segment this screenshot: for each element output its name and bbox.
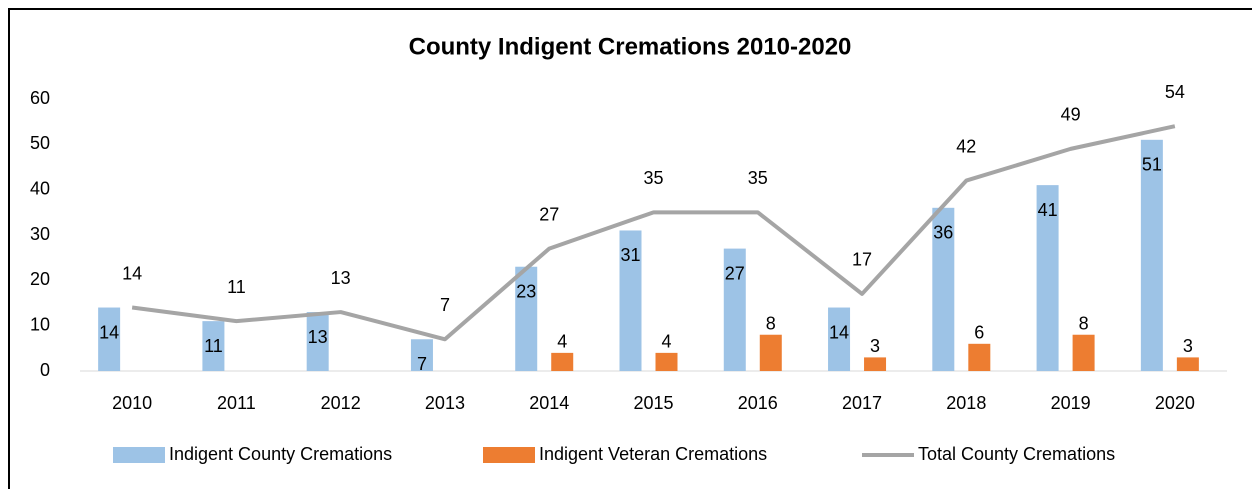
bar — [655, 352, 678, 371]
data-label: 8 — [1079, 313, 1089, 333]
data-label: 4 — [557, 332, 567, 352]
data-label: 3 — [1183, 336, 1193, 356]
data-label: 13 — [308, 327, 328, 347]
x-tick-label: 2018 — [946, 393, 986, 413]
data-label: 35 — [643, 168, 663, 188]
x-tick-label: 2019 — [1051, 393, 1091, 413]
chart-title: County Indigent Cremations 2010-2020 — [409, 33, 852, 60]
data-label: 11 — [227, 277, 246, 297]
bar — [306, 312, 329, 371]
x-tick-label: 2020 — [1155, 393, 1195, 413]
data-label: 31 — [620, 245, 640, 265]
bar — [828, 307, 851, 371]
y-tick-label: 30 — [30, 224, 50, 244]
bar — [1036, 185, 1059, 371]
data-label: 13 — [331, 268, 351, 288]
line — [131, 124, 1176, 342]
bar — [515, 266, 538, 371]
data-label: 36 — [933, 223, 953, 243]
bar — [932, 207, 955, 371]
bar — [864, 357, 887, 371]
bar — [723, 248, 746, 371]
bar — [759, 334, 782, 371]
data-label: 14 — [99, 322, 119, 342]
data-label: 4 — [661, 332, 671, 352]
data-label: 27 — [539, 204, 559, 224]
data-label: 49 — [1061, 105, 1081, 125]
x-tick-label: 2010 — [112, 393, 152, 413]
y-tick-label: 60 — [30, 88, 50, 108]
legend-swatch — [113, 447, 165, 463]
y-tick-label: 20 — [30, 269, 50, 289]
data-label: 8 — [766, 313, 776, 333]
bar — [1072, 334, 1095, 371]
legend-label: Indigent County Cremations — [169, 444, 392, 464]
data-label: 51 — [1142, 155, 1162, 175]
data-label: 17 — [852, 250, 872, 270]
data-label: 54 — [1165, 82, 1185, 102]
data-label: 23 — [516, 281, 536, 301]
legend-swatch — [483, 447, 535, 463]
bar — [968, 343, 991, 371]
x-tick-label: 2013 — [425, 393, 465, 413]
legend-label: Total County Cremations — [918, 444, 1115, 464]
bar — [1176, 357, 1199, 371]
x-tick-label: 2012 — [321, 393, 361, 413]
data-label: 14 — [122, 263, 142, 283]
data-label: 42 — [956, 136, 976, 156]
x-tick-label: 2016 — [738, 393, 778, 413]
data-label: 41 — [1038, 200, 1058, 220]
data-label: 27 — [725, 263, 745, 283]
data-label: 6 — [974, 323, 984, 343]
x-tick-label: 2014 — [529, 393, 569, 413]
data-label: 14 — [829, 322, 849, 342]
x-tick-label: 2017 — [842, 393, 882, 413]
data-label: 3 — [870, 336, 880, 356]
bar — [410, 339, 433, 371]
y-tick-label: 0 — [40, 360, 50, 380]
bar — [619, 230, 642, 371]
x-tick-label: 2011 — [217, 393, 256, 413]
y-tick-label: 40 — [30, 178, 50, 198]
legend-label: Indigent Veteran Cremations — [539, 444, 767, 464]
bar — [551, 352, 574, 371]
y-tick-label: 10 — [30, 314, 50, 334]
data-label: 7 — [440, 295, 450, 315]
bar — [98, 307, 121, 371]
bar — [1140, 139, 1163, 371]
data-label: 11 — [204, 336, 223, 356]
data-label: 35 — [748, 168, 768, 188]
x-tick-label: 2015 — [633, 393, 673, 413]
y-tick-label: 50 — [30, 133, 50, 153]
frame — [8, 8, 1252, 489]
data-label: 7 — [417, 354, 427, 374]
bar — [202, 321, 225, 371]
